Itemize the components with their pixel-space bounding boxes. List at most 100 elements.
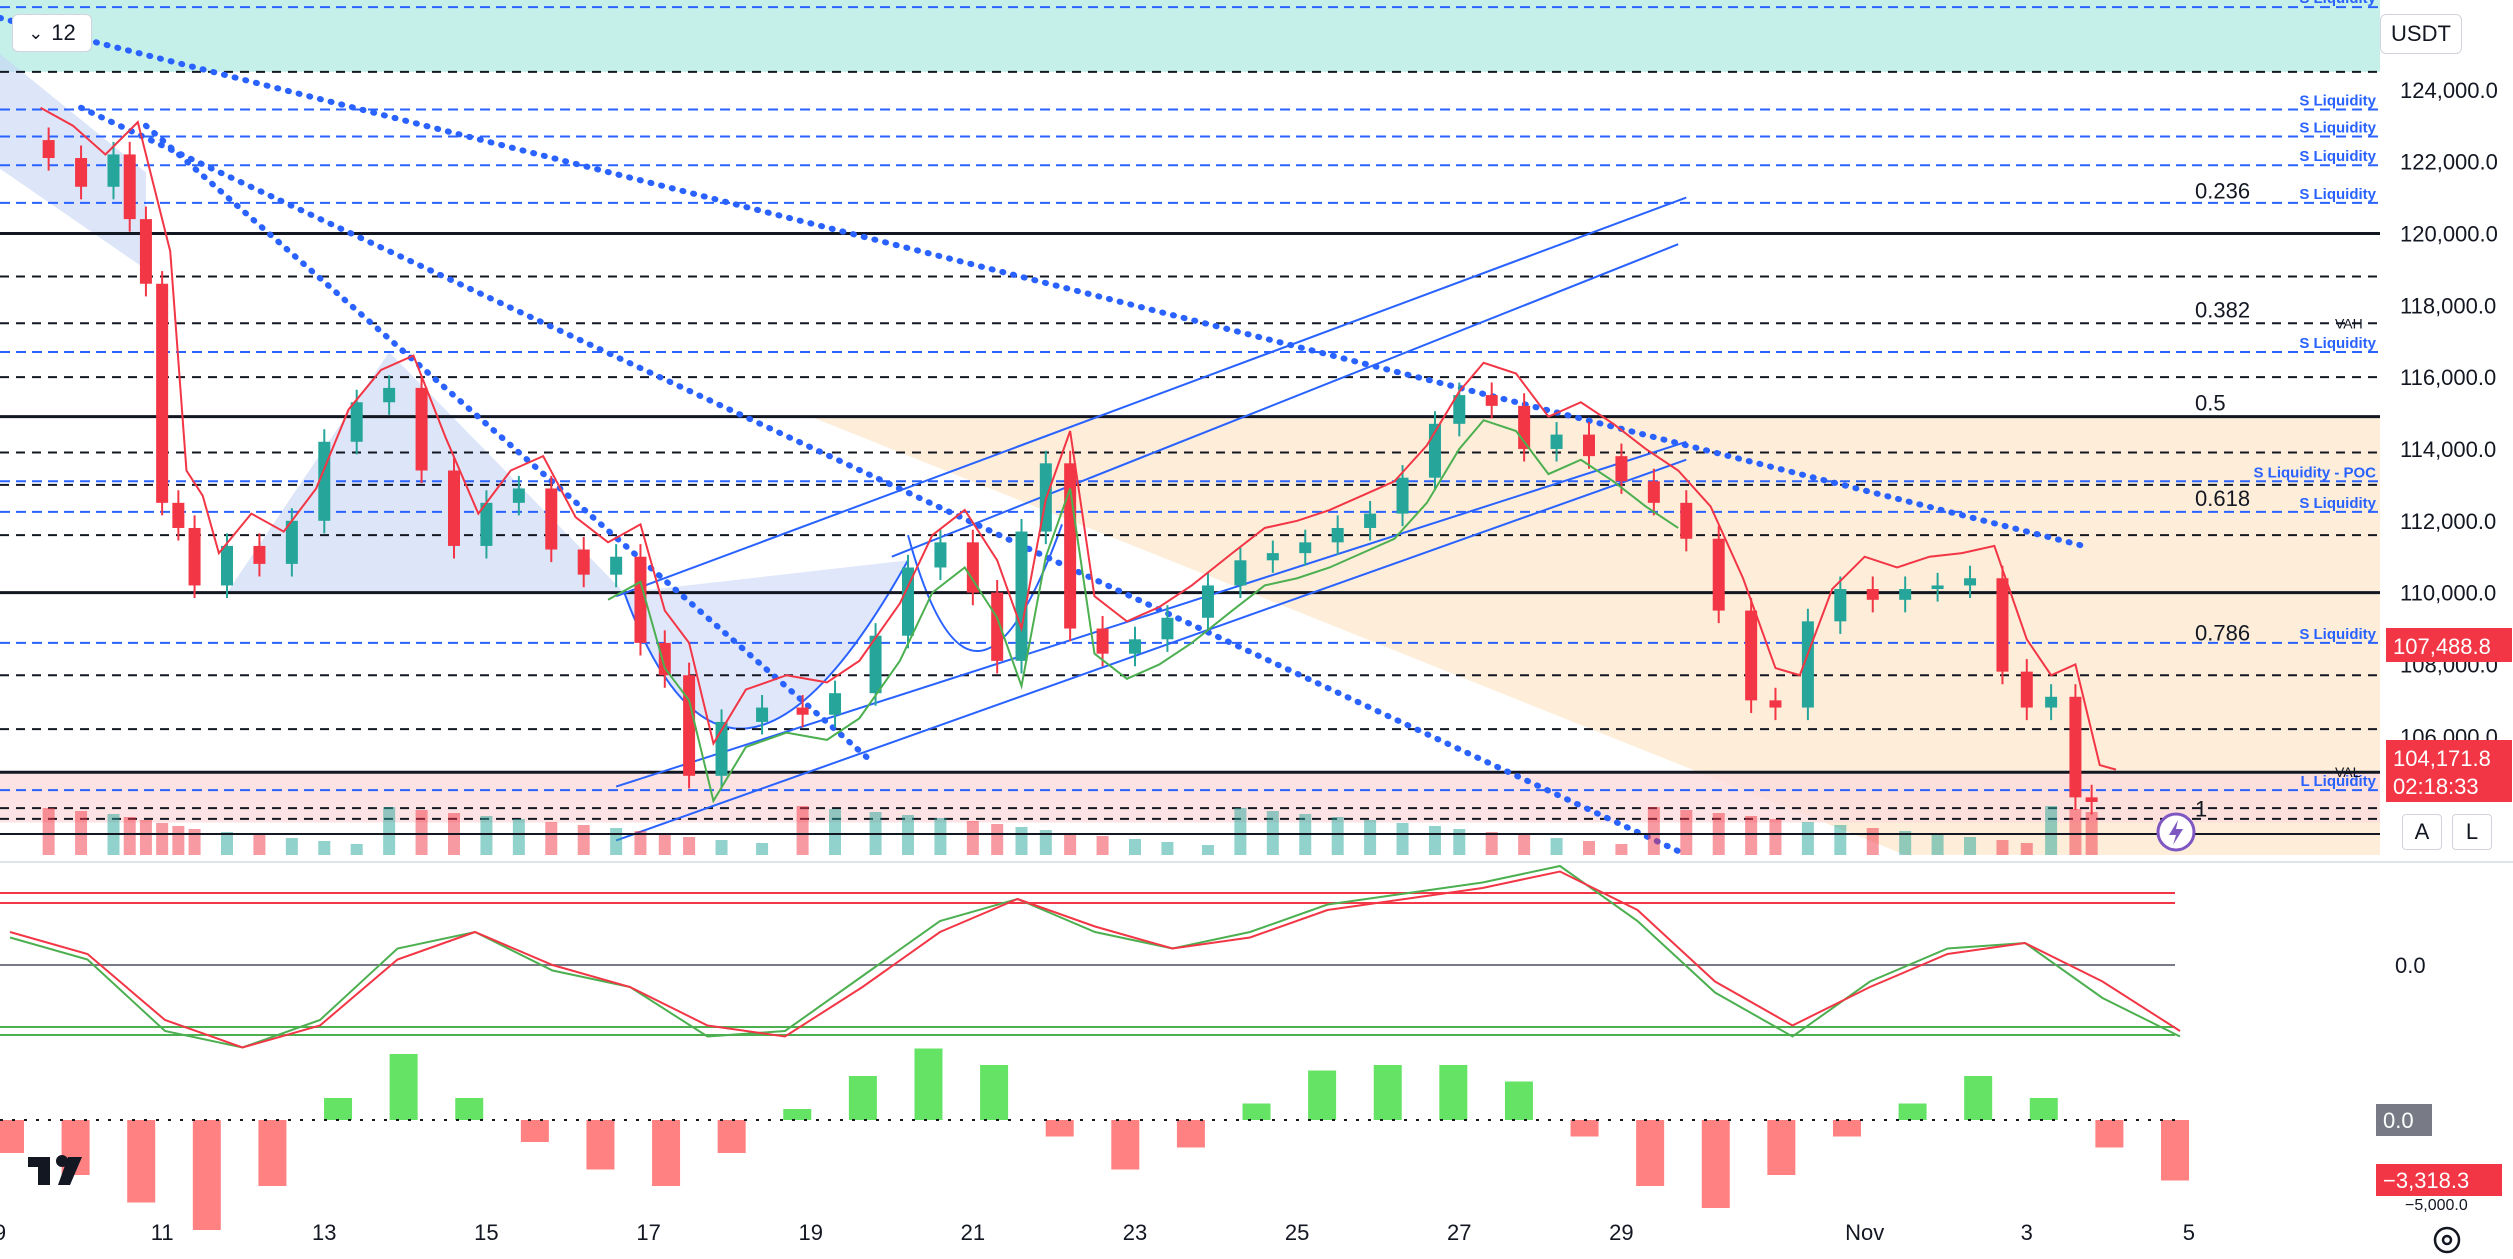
volume-bar (1015, 827, 1028, 855)
histogram-bar (1045, 1120, 1074, 1137)
pattern-cup (624, 560, 908, 729)
ma-long-line (607, 419, 1679, 804)
candle-body (1712, 538, 1725, 611)
histogram-value-badge-text: −3,318.3 (2383, 1168, 2469, 1193)
volume-bar (1201, 845, 1214, 855)
volume-bar (1647, 807, 1660, 855)
liquidity-label-3: S Liquidity (2299, 148, 2376, 165)
fib-label-6: 1 (2195, 796, 2207, 821)
volume-bar (610, 828, 623, 855)
fib-label-1: 0.236 (2195, 179, 2250, 204)
candle-body (383, 387, 396, 403)
x-tick-label: 23 (1123, 1220, 1147, 1245)
volume-bar (1834, 825, 1847, 855)
volume-bar (829, 809, 842, 855)
y-tick-label: 110,000.0 (2400, 581, 2496, 606)
volume-bar (1550, 838, 1563, 855)
histogram-bar (783, 1109, 812, 1120)
settings-icon (2433, 1226, 2461, 1254)
liquidity-label-8: S Liquidity (2299, 626, 2376, 643)
candle-body (139, 219, 152, 284)
candle-body (966, 542, 979, 593)
candle-body (683, 675, 696, 776)
candle-body (415, 387, 428, 471)
candle-body (123, 154, 136, 220)
volume-bar (577, 825, 590, 855)
x-tick-label: 15 (474, 1220, 498, 1245)
volume-bar (1583, 841, 1595, 855)
auto-scale-label: A (2414, 819, 2430, 844)
histogram-partial-tick: −5,000.0 (2405, 1197, 2468, 1214)
x-tick-label: 5 (2183, 1220, 2195, 1245)
volume-bar (715, 840, 728, 855)
volume-bar (172, 826, 185, 855)
candle-body (448, 470, 460, 546)
candle-body (634, 556, 647, 643)
volume-bar (756, 843, 769, 855)
log-scale-button[interactable]: L (2452, 814, 2492, 850)
countdown-text: 02:18:33 (2393, 774, 2479, 799)
channel-line-2 (615, 458, 1687, 842)
candle-body (1331, 527, 1344, 543)
histogram-bar (1504, 1081, 1533, 1120)
candle-body (2085, 797, 2098, 802)
supply-zone (0, 0, 2380, 72)
x-tick-label: 25 (1285, 1220, 1309, 1245)
histogram-bar (586, 1120, 615, 1170)
candle-body (1096, 628, 1109, 654)
gear-core (2441, 1234, 2453, 1246)
liquidity-label-2: S Liquidity (2299, 119, 2376, 136)
fib-label-4: 0.618 (2195, 486, 2250, 511)
profile-label-1: VAL (2335, 764, 2361, 780)
pattern-triangle (227, 351, 625, 593)
fib-label-3: 0.5 (2195, 391, 2226, 416)
log-scale-label: L (2465, 819, 2479, 844)
osc-series-0 (9, 864, 2181, 1049)
histogram-bar (2029, 1098, 2058, 1120)
trendline-short (142, 122, 871, 761)
histogram-bar (717, 1120, 746, 1153)
candle-body (1064, 463, 1077, 629)
volume-bar (285, 838, 298, 855)
candle-body (869, 635, 882, 694)
fib-label-2: 0.382 (2195, 297, 2250, 322)
volume-bar (1680, 810, 1693, 855)
tv-logo-slash (58, 1157, 82, 1185)
volume-bar (480, 816, 493, 855)
x-tick-label: 19 (798, 1220, 822, 1245)
histogram-bar (324, 1098, 353, 1120)
candle-body (1364, 513, 1377, 528)
currency-selector[interactable]: USDT (2380, 14, 2462, 54)
interval-selector[interactable]: ⌄ 12 (12, 14, 92, 52)
osc-series-1 (9, 870, 2181, 1049)
candle-body (1485, 395, 1498, 406)
histogram-bar (1176, 1120, 1205, 1148)
liquidity-label-0: S Liquidity (2299, 0, 2376, 7)
volume-bar (1039, 830, 1052, 855)
orange-zone (810, 416, 2380, 855)
volume-bar (934, 818, 947, 855)
histogram-bar (980, 1065, 1009, 1120)
x-tick-label: Nov (1845, 1220, 1884, 1245)
histogram-bar (1898, 1103, 1927, 1120)
trendline-lower (78, 104, 1690, 858)
volume-bar (1745, 816, 1758, 855)
histogram-bar (848, 1076, 877, 1120)
histogram-bar (1636, 1120, 1665, 1186)
candle-body (1745, 610, 1758, 701)
histogram-bar (1570, 1120, 1599, 1137)
histogram-bar (652, 1120, 681, 1186)
x-tick-label: 21 (961, 1220, 985, 1245)
liquidity-label-9: L Liquidity (2300, 773, 2376, 790)
volume-bar (1866, 828, 1879, 855)
candle-body (1866, 589, 1879, 600)
candle-body (934, 542, 947, 568)
chevron-down-icon: ⌄ (28, 22, 44, 43)
auto-scale-button[interactable]: A (2402, 814, 2442, 850)
volume-bar (545, 822, 558, 855)
candle-body (658, 642, 671, 676)
volume-bar (1129, 839, 1141, 855)
interval-label: 12 (51, 20, 76, 45)
candle-body (829, 693, 842, 715)
